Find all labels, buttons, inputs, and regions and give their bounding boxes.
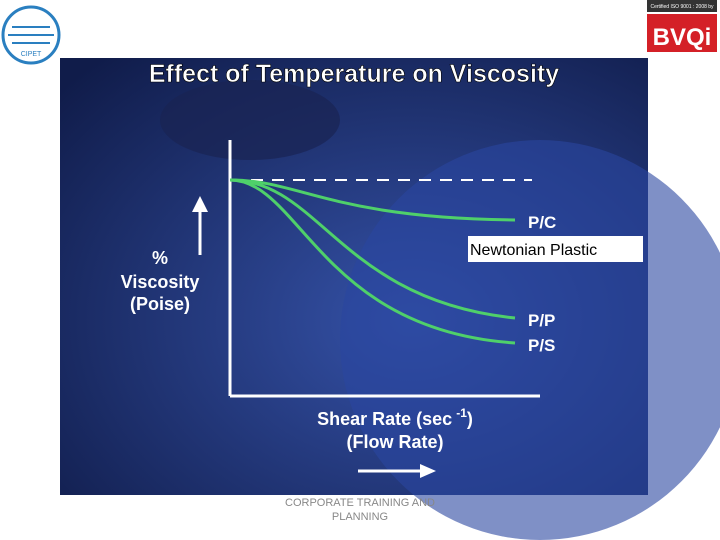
annotation: Newtonian Plastic bbox=[470, 242, 597, 259]
certification: Certified ISO 9001 : 2008 by bbox=[650, 4, 714, 10]
curve-pp bbox=[229, 178, 516, 320]
curve-ps bbox=[229, 178, 516, 345]
left-logo: CIPET bbox=[1, 5, 61, 65]
logo-text: CIPET bbox=[21, 51, 42, 58]
curve-label: P/P bbox=[528, 311, 555, 330]
x-label: (Flow Rate) bbox=[347, 432, 444, 452]
curve-label: P/C bbox=[528, 213, 556, 232]
y-arrowhead bbox=[192, 196, 208, 212]
y-label: (Poise) bbox=[130, 294, 190, 314]
curve-label: P/S bbox=[528, 336, 555, 355]
slide-title: Effect of Temperature on Viscosity bbox=[149, 60, 559, 88]
brand: BVQi bbox=[653, 24, 712, 51]
x-label-superscript: -1 bbox=[456, 406, 467, 420]
x-label-close: ) bbox=[467, 409, 473, 429]
y-label: Viscosity bbox=[121, 272, 200, 292]
right-logo: Certified ISO 9001 : 2008 by BVQi bbox=[647, 0, 717, 52]
footer: CORPORATE TRAINING AND PLANNING bbox=[285, 497, 435, 523]
x-label: Shear Rate (sec -1) bbox=[317, 406, 473, 429]
curve-pc bbox=[229, 178, 516, 222]
y-label: % bbox=[152, 248, 168, 268]
x-arrowhead bbox=[420, 464, 436, 478]
decor bbox=[160, 80, 340, 160]
annotation-box bbox=[468, 236, 643, 262]
x-label-text: Shear Rate (sec bbox=[317, 409, 452, 429]
